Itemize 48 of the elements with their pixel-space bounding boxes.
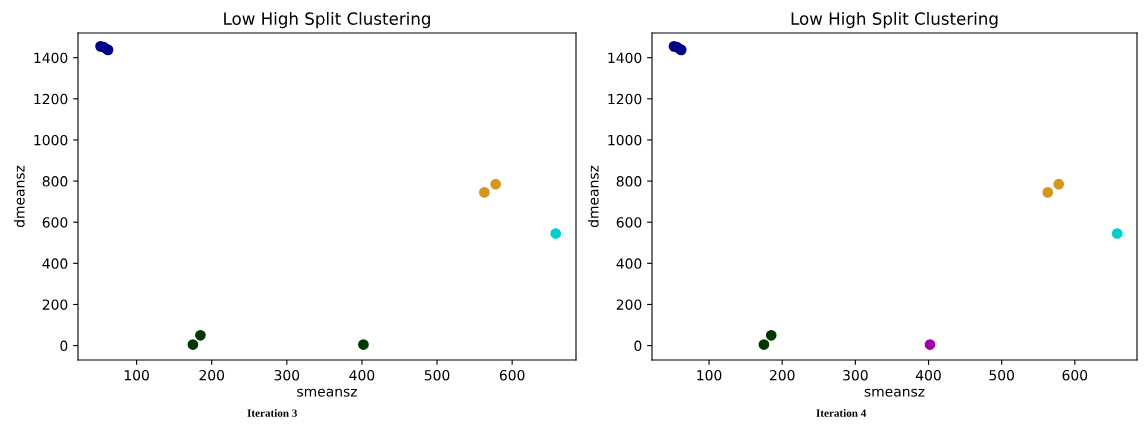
text: Iteration 4 [816,409,867,417]
y-tick-label: 1200 [34,93,68,105]
y-tick-label: 1200 [608,93,642,105]
y-tick-label: 1400 [34,52,68,64]
x-tick-label: 400 [915,369,941,381]
x-tick-label: 200 [199,369,225,381]
y-tick-label: 800 [42,176,68,187]
x-axis-title: smeansz [297,388,357,397]
point [1042,187,1054,198]
chart-title: Low High Split Clustering [791,12,998,29]
y-tick-label: 800 [616,176,642,187]
y-tick-label: 400 [616,258,642,269]
x-tick-label: 300 [274,369,300,381]
y-tick-label: 600 [616,217,642,228]
y-tick-label: 400 [42,258,68,269]
y-tick-label: 0 [60,340,68,352]
y-tick-label: 1000 [34,134,68,146]
y-tick-label: 1000 [608,134,642,146]
point [195,329,206,341]
point [924,339,936,350]
x-tick-label: 300 [843,369,868,381]
point [187,339,199,350]
x-tick-label: 500 [424,369,450,381]
x-tick-label: 500 [989,369,1014,381]
x-tick-label: 200 [769,369,795,381]
x-tick-label: 100 [124,369,149,381]
x-tick-label: 600 [1062,369,1088,381]
y-axis-title: dmeansz [587,165,599,228]
y-tick-label: 600 [42,217,68,228]
point [1111,228,1123,239]
point [550,228,562,239]
x-tick-label: 600 [499,369,525,381]
x-tick-label: 100 [697,369,722,381]
y-tick-label: 0 [634,340,642,352]
y-tick-label: 200 [616,299,642,310]
y-tick-label: 1400 [608,52,642,64]
point [1053,178,1065,190]
y-axis-title: dmeansz [13,165,25,228]
point [758,339,770,350]
point [479,187,490,198]
point [358,339,369,350]
chart-title: Low High Split Clustering [224,12,430,29]
text: Iteration 3 [247,409,297,417]
point [490,178,501,190]
point [765,329,777,341]
y-tick-label: 200 [42,299,68,310]
x-tick-label: 400 [349,369,375,381]
x-axis-title: smeansz [864,388,925,397]
